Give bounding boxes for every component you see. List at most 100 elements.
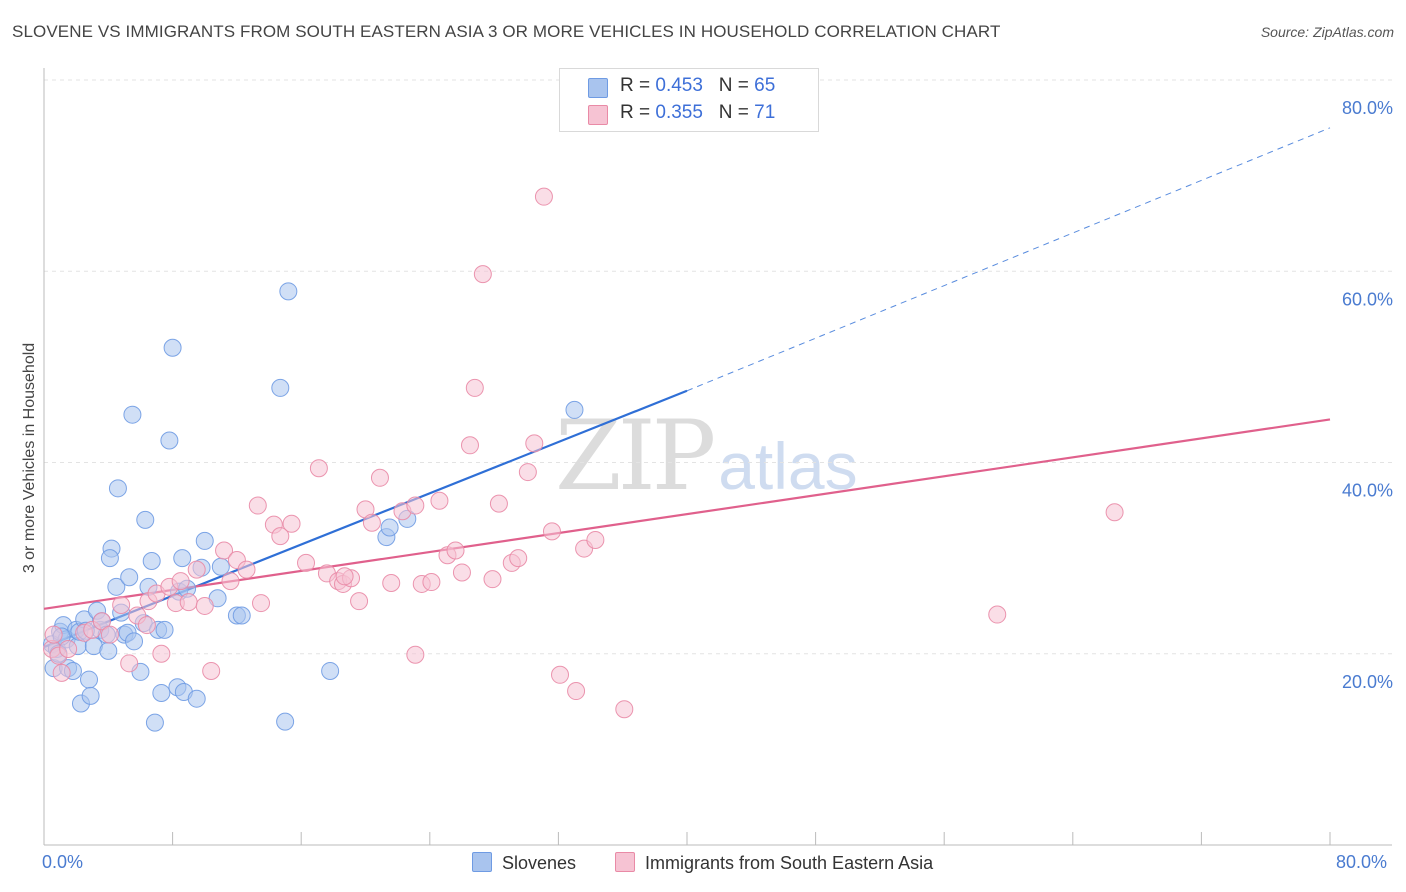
y-tick-label: 20.0% — [1342, 672, 1393, 692]
immigrants-point — [221, 572, 240, 591]
slovenes-legend-label: Slovenes — [502, 853, 577, 873]
source-label: Source: — [1260, 24, 1310, 40]
immigrants-point — [473, 265, 492, 284]
immigrants-point — [406, 496, 425, 515]
immigrants-point — [430, 491, 449, 510]
immigrants-point — [382, 573, 401, 592]
immigrants-point — [237, 560, 256, 579]
x-tick-min: 0.0% — [42, 852, 84, 872]
immigrants-legend-label: Immigrants from South Eastern Asia — [645, 853, 934, 873]
immigrants-point — [252, 594, 271, 613]
slovenes-point — [123, 405, 142, 424]
slovenes-point — [145, 713, 164, 732]
immigrants-point — [509, 549, 528, 568]
legend-item-immigrants[interactable]: Immigrants from South Eastern Asia — [615, 852, 933, 874]
slovenes-point — [380, 518, 399, 537]
immigrants-point — [542, 522, 561, 541]
slovenes-point — [160, 431, 179, 450]
immigrants-point — [362, 513, 381, 532]
slovenes-point — [271, 378, 290, 397]
stats-legend: R = 0.453 N = 65 R = 0.355 N = 71 — [559, 68, 819, 132]
immigrants-point — [309, 459, 328, 478]
slovenes-point — [152, 683, 171, 702]
immigrants-point — [271, 527, 290, 546]
slovenes-point — [187, 689, 206, 708]
slovenes-point — [155, 620, 174, 639]
immigrants-point — [187, 560, 206, 579]
immigrants-point — [52, 663, 71, 682]
immigrants-point — [215, 541, 234, 560]
immigrants-point — [100, 625, 119, 644]
stats-text: R = 0.355 N = 71 — [620, 102, 775, 124]
immigrants-point — [195, 596, 214, 615]
immigrants-trend-line — [43, 418, 1331, 610]
immigrants-point — [350, 592, 369, 611]
immigrants-point — [489, 494, 508, 513]
y-tick-label: 60.0% — [1342, 289, 1393, 309]
r-label: R = — [620, 102, 651, 123]
immigrants-point — [452, 563, 471, 582]
slovenes-point — [142, 551, 161, 570]
immigrants-point — [335, 567, 354, 586]
immigrants-point — [406, 645, 425, 664]
immigrants-point — [112, 595, 131, 614]
slovenes-point — [81, 686, 100, 705]
immigrants-point — [525, 434, 544, 453]
r-label: R = — [620, 75, 651, 96]
immigrants-point — [1105, 503, 1124, 522]
slovenes-point — [276, 712, 295, 731]
slovenes-point — [136, 510, 155, 529]
immigrants-point — [534, 187, 553, 206]
slovenes-swatch — [588, 78, 608, 98]
immigrants-point — [551, 665, 570, 684]
slovenes-point — [107, 577, 126, 596]
immigrants-point — [370, 468, 389, 487]
immigrants-point — [422, 573, 441, 592]
slovenes-point — [120, 568, 139, 587]
legend-item-slovenes[interactable]: Slovenes — [472, 852, 576, 874]
immigrants-point — [988, 605, 1007, 624]
immigrants-point — [137, 616, 156, 635]
slovenes-point — [99, 641, 118, 660]
immigrants-point — [282, 514, 301, 533]
y-tick-labels: 20.0% 40.0% 60.0% 80.0% — [1342, 98, 1393, 692]
slovenes-point — [195, 531, 214, 550]
stats-text: R = 0.453 N = 65 — [620, 75, 775, 97]
source-credit: Source: ZipAtlas.com — [1261, 24, 1394, 40]
slovenes-point — [173, 549, 192, 568]
data-points — [43, 187, 1124, 732]
axes — [43, 68, 1392, 846]
chart-title: SLOVENE VS IMMIGRANTS FROM SOUTH EASTERN… — [12, 22, 1001, 41]
slovenes-legend-swatch — [472, 852, 492, 872]
immigrants-point — [518, 463, 537, 482]
immigrants-point — [248, 496, 267, 515]
immigrants-point — [44, 625, 63, 644]
immigrants-point — [615, 700, 634, 719]
slovenes-point — [80, 670, 99, 689]
immigrants-point — [202, 661, 221, 680]
immigrants-point — [152, 644, 171, 663]
immigrants-swatch — [588, 105, 608, 125]
x-tick-max: 80.0% — [1336, 852, 1388, 872]
immigrants-point — [171, 572, 190, 591]
immigrants-point — [92, 612, 111, 631]
slovenes-point — [321, 661, 340, 680]
slovenes-point — [100, 549, 119, 568]
n-value: 71 — [754, 102, 776, 123]
immigrants-point — [465, 378, 484, 397]
r-value: 0.453 — [655, 75, 703, 96]
immigrants-point — [483, 570, 502, 589]
immigrants-point — [179, 593, 198, 612]
n-label: N = — [718, 102, 749, 123]
immigrants-point — [446, 541, 465, 560]
slovenes-point — [125, 632, 144, 651]
immigrants-point — [120, 654, 139, 673]
slovenes-point — [108, 479, 127, 498]
n-label: N = — [718, 75, 749, 96]
r-value: 0.355 — [655, 102, 703, 123]
source-value[interactable]: ZipAtlas.com — [1313, 24, 1394, 40]
slovenes-point — [565, 400, 584, 419]
slovenes-point — [232, 606, 251, 625]
immigrants-legend-swatch — [615, 852, 635, 872]
